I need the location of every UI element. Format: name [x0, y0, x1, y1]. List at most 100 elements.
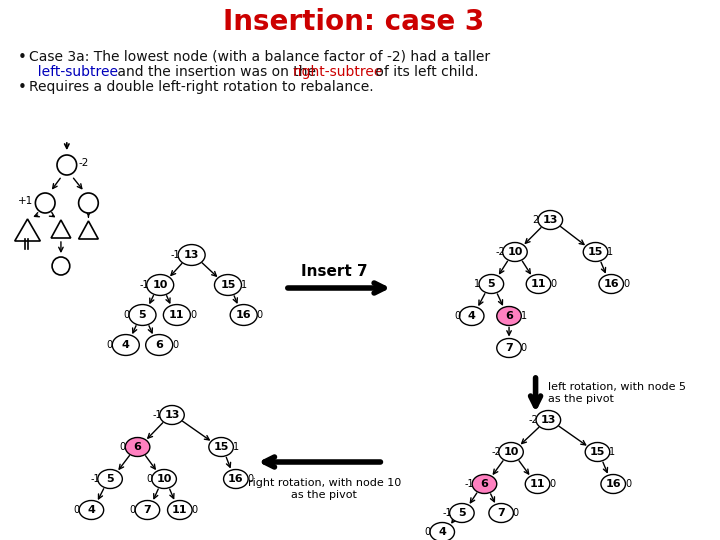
Text: 10: 10 [156, 474, 172, 484]
Ellipse shape [536, 410, 561, 429]
Text: 0: 0 [521, 343, 527, 353]
Text: 4: 4 [122, 340, 130, 350]
Text: 0: 0 [190, 310, 196, 320]
Text: 0: 0 [424, 527, 431, 537]
Text: -2: -2 [491, 447, 501, 457]
Text: -1: -1 [139, 280, 149, 290]
Text: 15: 15 [590, 447, 606, 457]
Text: Requires a double left-right rotation to rebalance.: Requires a double left-right rotation to… [30, 80, 374, 94]
Text: +1: +1 [18, 196, 33, 206]
Circle shape [78, 193, 98, 213]
Polygon shape [78, 221, 98, 239]
Text: 0: 0 [623, 279, 629, 289]
Text: -1: -1 [91, 474, 100, 484]
Text: -2: -2 [78, 158, 89, 168]
Text: Insert 7: Insert 7 [301, 265, 367, 280]
Text: 6: 6 [505, 311, 513, 321]
Text: 11: 11 [169, 310, 184, 320]
Text: -1: -1 [153, 410, 162, 420]
Ellipse shape [125, 437, 150, 456]
Text: -2: -2 [495, 247, 505, 257]
Text: 10: 10 [508, 247, 523, 257]
Text: 0: 0 [172, 340, 179, 350]
Text: 6: 6 [156, 340, 163, 350]
Text: -1: -1 [171, 250, 180, 260]
Text: of its left child.: of its left child. [372, 65, 479, 79]
Text: 16: 16 [606, 479, 621, 489]
Text: 0: 0 [513, 508, 519, 518]
Text: 15: 15 [220, 280, 235, 290]
Text: 5: 5 [487, 279, 495, 289]
Ellipse shape [215, 274, 241, 295]
Ellipse shape [79, 501, 104, 519]
Text: left-subtree: left-subtree [30, 65, 119, 79]
Text: 1: 1 [241, 280, 247, 290]
Text: 1: 1 [233, 442, 239, 452]
Circle shape [57, 155, 76, 175]
Text: 11: 11 [531, 279, 546, 289]
Ellipse shape [489, 503, 513, 523]
Text: 0: 0 [550, 279, 557, 289]
Ellipse shape [459, 307, 484, 326]
Text: 6: 6 [480, 479, 488, 489]
Text: 5: 5 [458, 508, 466, 518]
Text: 11: 11 [530, 479, 545, 489]
Text: 7: 7 [143, 505, 151, 515]
Ellipse shape [178, 245, 205, 266]
Text: -1: -1 [465, 479, 474, 489]
Ellipse shape [147, 274, 174, 295]
Text: •: • [18, 80, 27, 95]
Text: 16: 16 [603, 279, 619, 289]
Ellipse shape [160, 406, 184, 424]
Text: 2: 2 [533, 215, 539, 225]
Ellipse shape [168, 501, 192, 519]
Text: 4: 4 [438, 527, 446, 537]
Text: 0: 0 [73, 505, 80, 515]
Ellipse shape [526, 475, 550, 494]
Text: 6: 6 [134, 442, 142, 452]
Text: 0: 0 [454, 311, 460, 321]
Ellipse shape [497, 339, 521, 357]
Text: 0: 0 [107, 340, 112, 350]
Ellipse shape [98, 469, 122, 489]
Text: 11: 11 [172, 505, 188, 515]
Ellipse shape [430, 523, 454, 540]
Text: and the insertion was on the: and the insertion was on the [114, 65, 321, 79]
Ellipse shape [479, 274, 503, 294]
Text: 0: 0 [549, 479, 555, 489]
Text: 5: 5 [139, 310, 146, 320]
Ellipse shape [112, 335, 139, 355]
Text: 13: 13 [184, 250, 199, 260]
Text: -2: -2 [528, 415, 539, 425]
Polygon shape [14, 219, 40, 241]
Ellipse shape [230, 305, 257, 326]
Ellipse shape [224, 469, 248, 489]
Ellipse shape [209, 437, 233, 456]
Ellipse shape [152, 469, 176, 489]
Text: 0: 0 [120, 442, 126, 452]
Text: •: • [18, 50, 27, 65]
Ellipse shape [599, 274, 624, 294]
Ellipse shape [145, 335, 173, 355]
Text: left rotation, with node 5
as the pivot: left rotation, with node 5 as the pivot [549, 382, 686, 404]
Text: Insertion: case 3: Insertion: case 3 [223, 8, 485, 36]
Text: 15: 15 [213, 442, 229, 452]
Text: Case 3a: The lowest node (with a balance factor of -2) had a taller: Case 3a: The lowest node (with a balance… [30, 50, 490, 64]
Text: 1: 1 [609, 447, 616, 457]
Ellipse shape [497, 307, 521, 326]
Text: 0: 0 [192, 505, 197, 515]
Text: 7: 7 [498, 508, 505, 518]
Ellipse shape [135, 501, 160, 519]
Text: 0: 0 [625, 479, 631, 489]
Ellipse shape [538, 211, 562, 229]
Text: 1: 1 [521, 311, 527, 321]
Text: 7: 7 [505, 343, 513, 353]
Text: 16: 16 [228, 474, 243, 484]
Text: 1: 1 [474, 279, 480, 289]
Text: 4: 4 [87, 505, 95, 515]
Text: 0: 0 [130, 505, 136, 515]
Circle shape [52, 257, 70, 275]
Text: 0: 0 [257, 310, 263, 320]
Text: right-subtree: right-subtree [293, 65, 384, 79]
Text: 0: 0 [248, 474, 253, 484]
